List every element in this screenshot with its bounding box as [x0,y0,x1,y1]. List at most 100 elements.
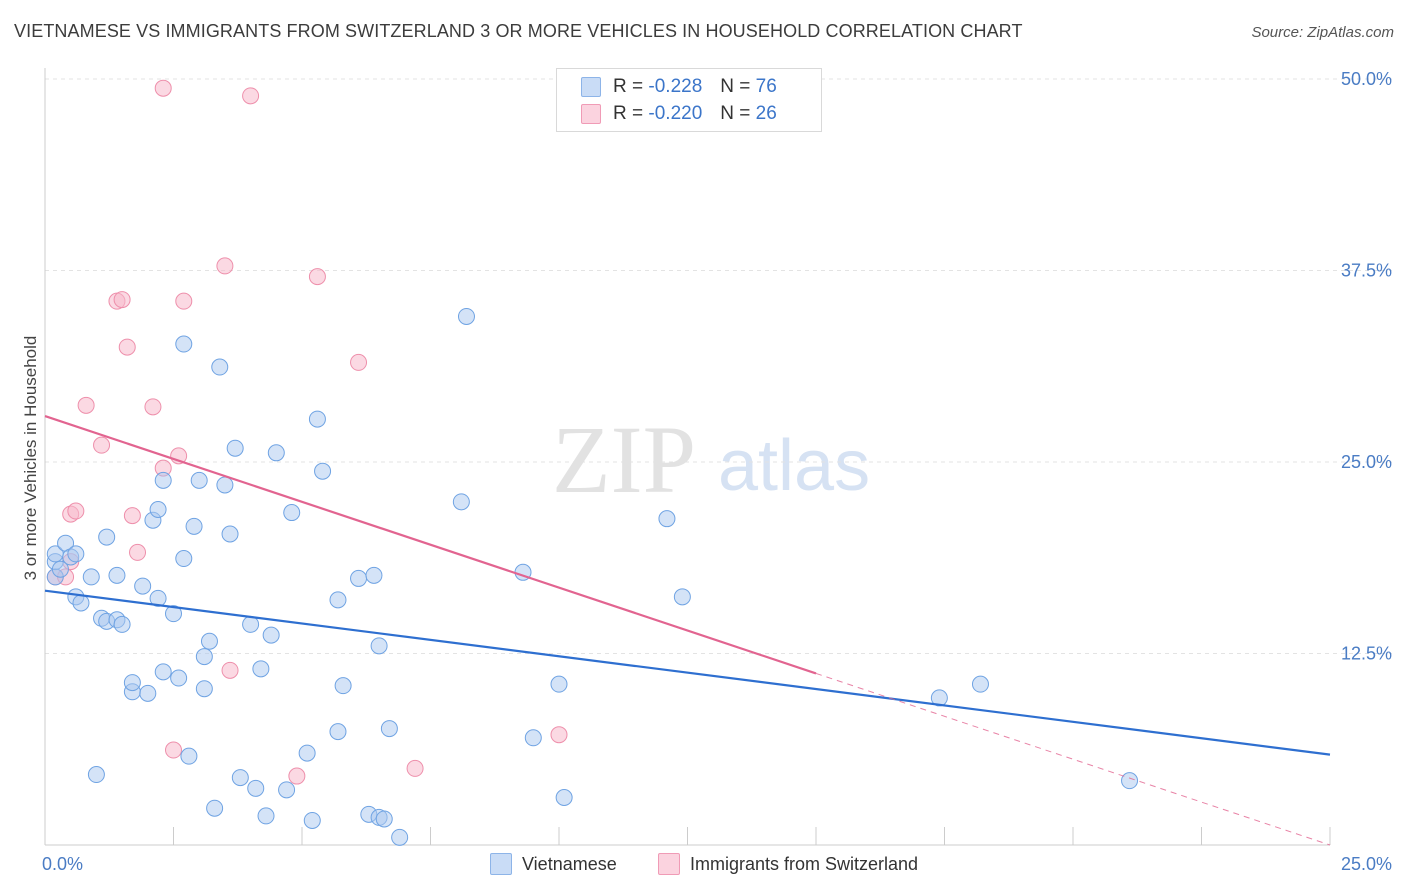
point-vietnamese-52 [308,410,326,428]
legend-label-switzerland: Immigrants from Switzerland [690,853,919,874]
point-vietnamese-45 [257,807,275,825]
point-vietnamese-70 [555,789,573,807]
point-switzerland-20 [242,87,260,105]
point-switzerland-10 [123,507,141,525]
watermark-zip: ZIP [552,406,696,513]
point-vietnamese-13 [98,528,116,546]
point-vietnamese-65 [452,493,470,511]
point-vietnamese-63 [380,720,398,738]
watermark: ZIP atlas [552,406,870,513]
point-vietnamese-64 [391,828,409,846]
point-switzerland-13 [154,79,172,97]
x-tick-label-0: 0.0% [42,854,83,874]
point-vietnamese-20 [139,684,157,702]
source-label: Source: ZipAtlas.com [1251,24,1394,41]
point-switzerland-6 [93,436,111,454]
point-switzerland-24 [406,759,424,777]
point-vietnamese-43 [247,779,265,797]
point-vietnamese-57 [350,569,368,587]
point-vietnamese-56 [329,591,347,609]
watermark-atlas: atlas [718,426,870,506]
r-label: R = [613,103,644,124]
r-label: R = [613,76,644,97]
point-vietnamese-74 [971,675,989,693]
point-vietnamese-48 [278,781,296,799]
legend-swatch-switzerland [581,104,601,124]
trend-line-switzerland-extension [815,672,1331,846]
point-switzerland-18 [216,257,234,275]
point-vietnamese-3 [51,560,69,578]
legend-swatch-vietnamese [490,853,512,875]
point-vietnamese-37 [211,358,229,376]
point-vietnamese-34 [195,680,213,698]
point-vietnamese-27 [170,669,188,687]
point-vietnamese-54 [329,723,347,741]
x-tick-label-1: 25.0% [1341,854,1392,874]
point-vietnamese-61 [370,637,388,655]
point-vietnamese-44 [252,660,270,678]
point-vietnamese-30 [180,747,198,765]
point-vietnamese-41 [231,769,249,787]
point-vietnamese-39 [221,525,239,543]
point-vietnamese-29 [175,335,193,353]
point-vietnamese-66 [457,307,475,325]
trend-line-vietnamese [44,589,1331,756]
axes [44,68,1331,846]
point-vietnamese-35 [200,632,218,650]
point-vietnamese-46 [262,626,280,644]
legend-label-vietnamese: Vietnamese [522,853,617,874]
point-vietnamese-55 [334,677,352,695]
point-vietnamese-7 [67,545,85,563]
point-vietnamese-53 [314,462,332,480]
point-vietnamese-23 [149,589,167,607]
legend-item-switzerland: Immigrants from Switzerland [658,852,918,876]
point-switzerland-22 [308,268,326,286]
point-vietnamese-75 [1121,772,1139,790]
point-switzerland-11 [129,543,147,561]
n-value: 76 [755,76,777,97]
grid-lines [45,78,1392,654]
point-vietnamese-18 [123,674,141,692]
point-switzerland-9 [118,338,136,356]
point-vietnamese-10 [87,766,105,784]
y-tick-label-2: 37.5% [1341,261,1392,281]
series-vietnamese [46,307,1139,846]
point-vietnamese-33 [195,648,213,666]
point-vietnamese-38 [216,476,234,494]
point-vietnamese-40 [226,439,244,457]
point-switzerland-5 [77,396,95,414]
point-vietnamese-24 [154,471,172,489]
n-label: N = [720,76,751,97]
point-vietnamese-9 [82,568,100,586]
point-switzerland-12 [144,398,162,416]
point-vietnamese-42 [242,615,260,633]
trend-line-switzerland [44,414,817,675]
stats-legend-row-vietnamese: R = -0.228 N = 76 [581,75,777,99]
legend-swatch-vietnamese [581,77,601,97]
point-vietnamese-15 [108,566,126,584]
point-vietnamese-25 [154,663,172,681]
point-vietnamese-28 [175,550,193,568]
point-vietnamese-19 [134,577,152,595]
point-vietnamese-26 [165,605,182,623]
r-value: -0.220 [648,103,703,124]
x-tick-labels: 0.0% 25.0% [42,854,1392,874]
point-vietnamese-22 [149,500,167,518]
point-vietnamese-8 [72,594,90,612]
stats-legend-row-switzerland: R = -0.220 N = 26 [581,102,777,126]
point-vietnamese-69 [550,675,568,693]
point-switzerland-4 [67,502,85,520]
point-vietnamese-50 [298,744,316,762]
point-vietnamese-71 [658,510,676,528]
point-vietnamese-73 [930,689,948,707]
n-label: N = [720,103,751,124]
y-tick-label-1: 25.0% [1341,452,1392,472]
y-tick-label-0: 12.5% [1341,644,1392,664]
y-axis-label: 3 or more Vehicles in Household [21,336,40,581]
point-vietnamese-51 [303,811,321,829]
point-vietnamese-59 [365,566,383,584]
point-switzerland-25 [550,726,568,744]
legend-swatch-switzerland [658,853,680,875]
legend-item-vietnamese: Vietnamese [490,852,617,876]
